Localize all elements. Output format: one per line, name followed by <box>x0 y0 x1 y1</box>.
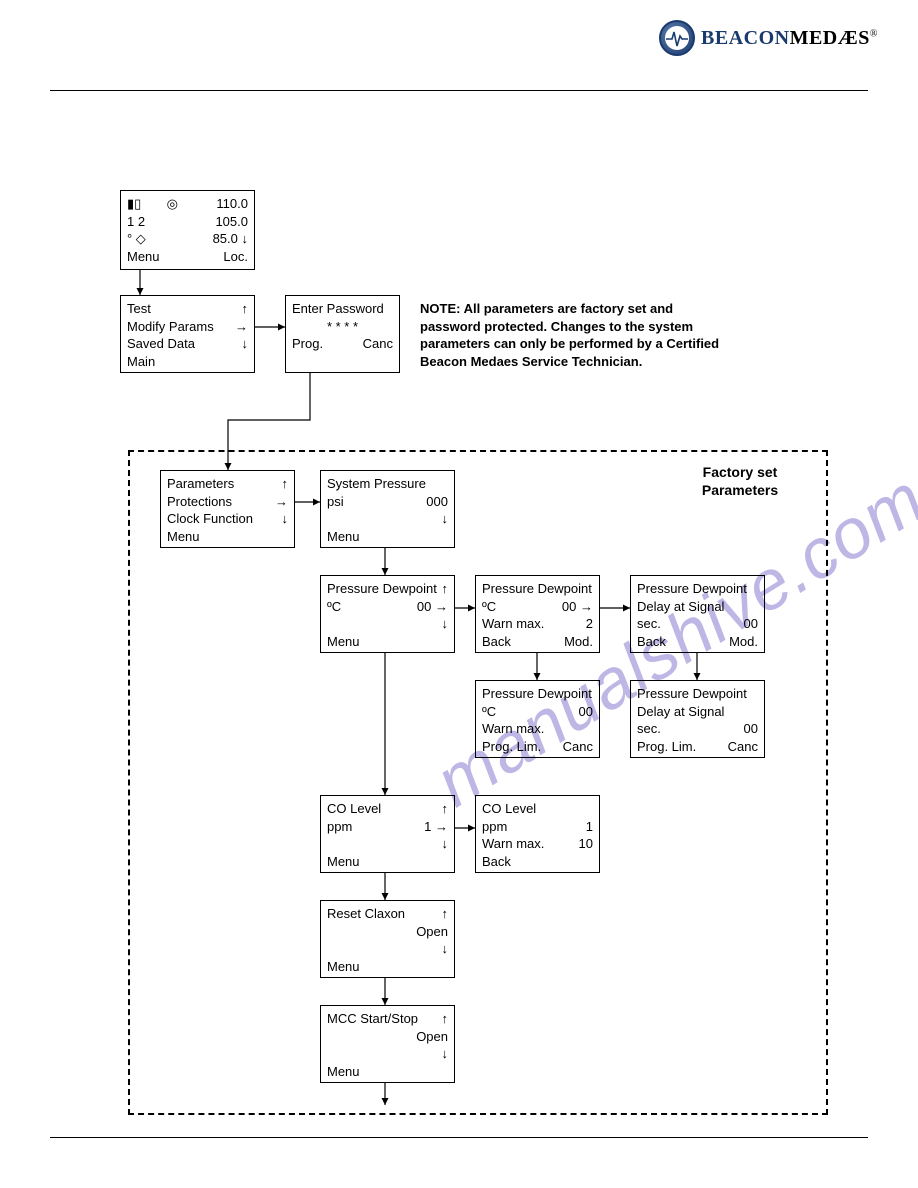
flowchart-canvas: ▮▯ ◎110.01 2105.0° ◇85.0 ↓MenuLoc. Test↑M… <box>0 0 918 1188</box>
node-params: Parameters↑Protections→Clock Function↓Me… <box>160 470 295 548</box>
node-main: ▮▯ ◎110.01 2105.0° ◇85.0 ↓MenuLoc. <box>120 190 255 270</box>
node-pd4: Pressure DewpointºC00Warn max.Prog. Lim.… <box>475 680 600 758</box>
node-menu1: Test↑Modify Params→Saved Data↓Main <box>120 295 255 373</box>
node-mcc: MCC Start/Stop↑Open↓Menu <box>320 1005 455 1083</box>
node-password: Enter Password* * * *Prog.Canc <box>285 295 400 373</box>
node-syspress: System Pressurepsi000↓Menu <box>320 470 455 548</box>
node-co2: CO Levelppm1Warn max.10Back <box>475 795 600 873</box>
node-pd5: Pressure DewpointDelay at Signalsec.00Pr… <box>630 680 765 758</box>
node-pd1: Pressure Dewpoint↑ºC00 →↓Menu <box>320 575 455 653</box>
node-reset: Reset Claxon↑Open↓Menu <box>320 900 455 978</box>
node-co1: CO Level↑ppm1 →↓Menu <box>320 795 455 873</box>
node-pd2: Pressure DewpointºC00 →Warn max.2BackMod… <box>475 575 600 653</box>
node-pd3: Pressure DewpointDelay at Signalsec.00Ba… <box>630 575 765 653</box>
